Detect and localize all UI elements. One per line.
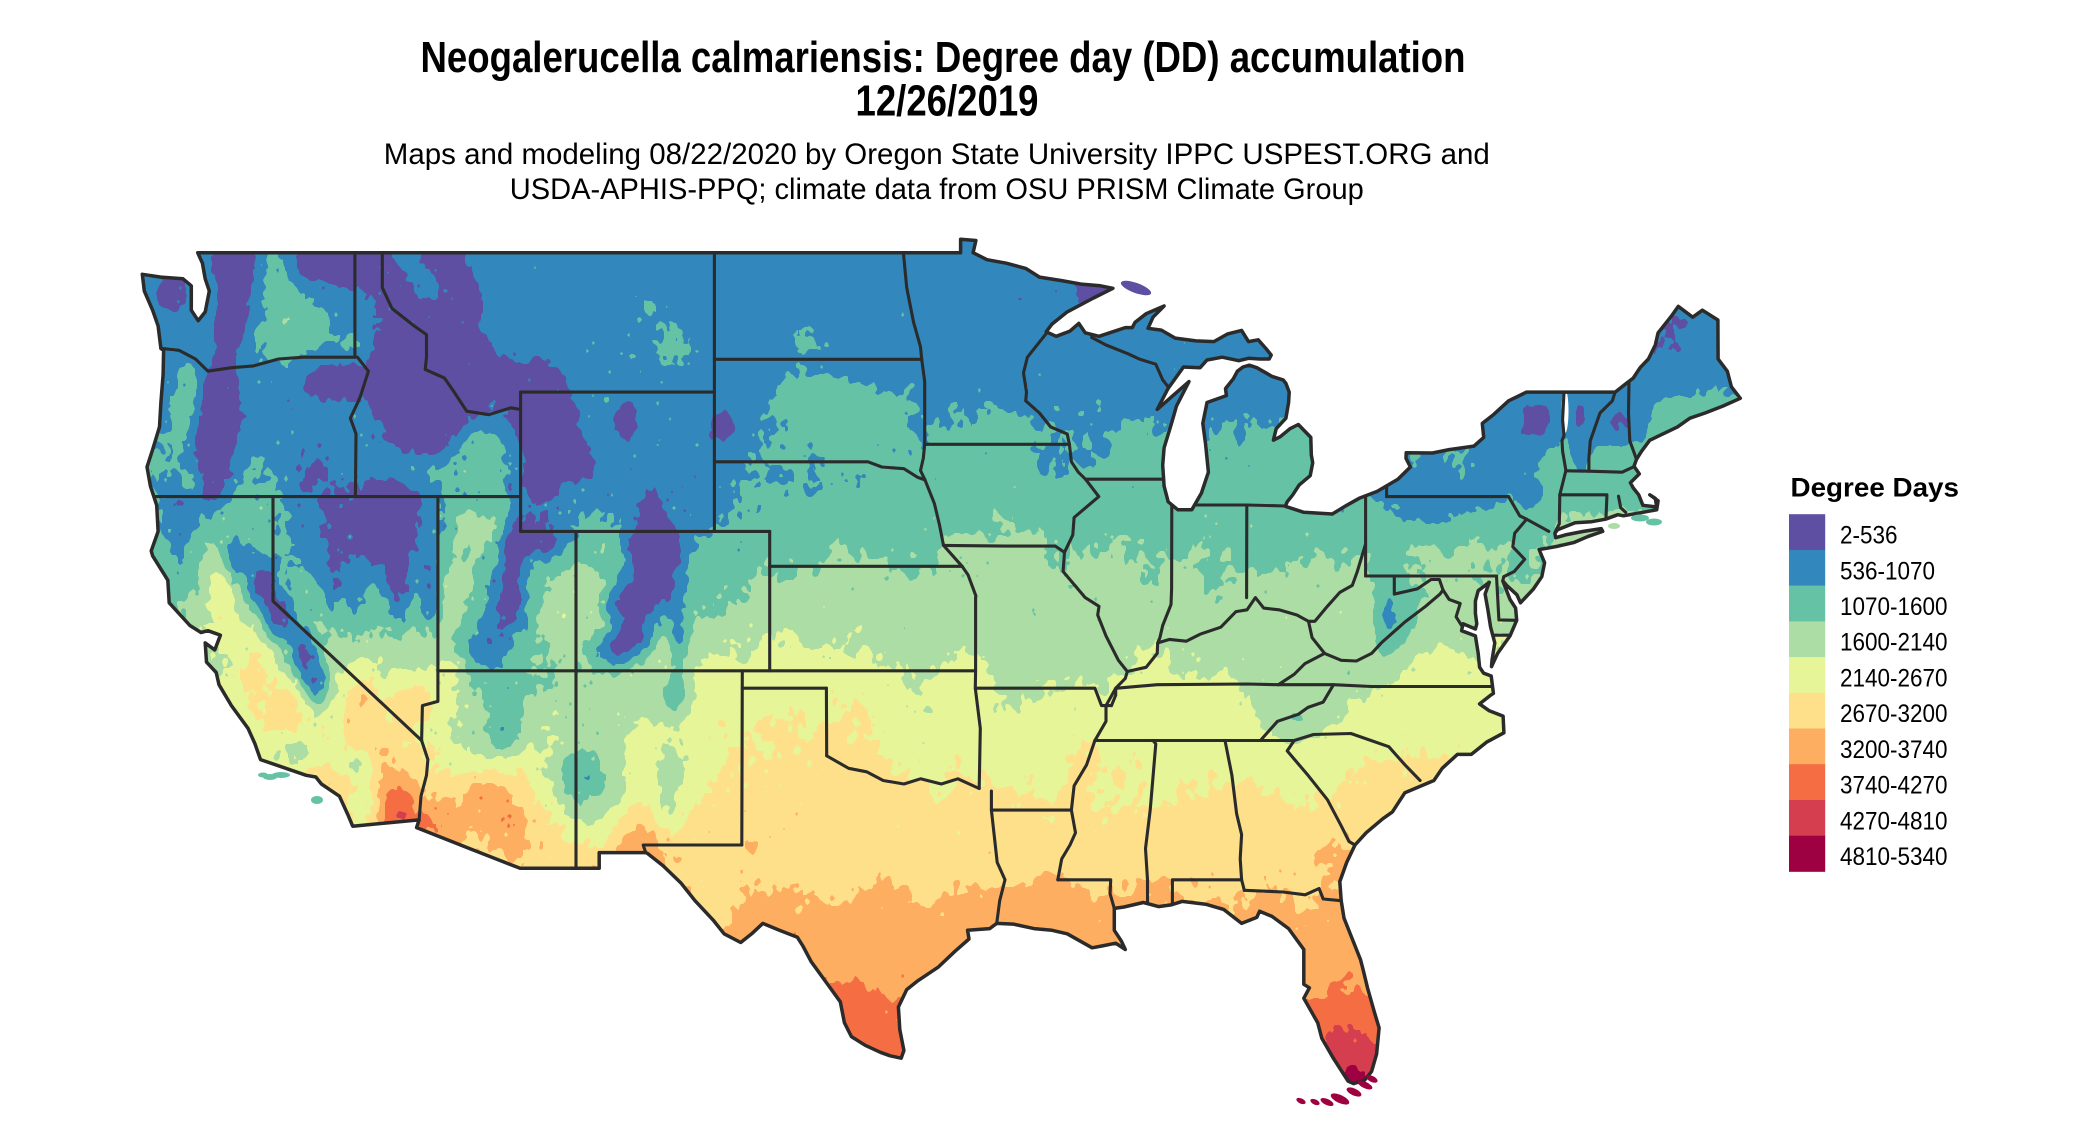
svg-text:536-1070: 536-1070 bbox=[1840, 557, 1935, 585]
svg-text:2-536: 2-536 bbox=[1840, 522, 1898, 550]
svg-text:2670-3200: 2670-3200 bbox=[1840, 700, 1948, 728]
svg-text:Maps and modeling 08/22/2020 b: Maps and modeling 08/22/2020 by Oregon S… bbox=[384, 138, 1490, 171]
svg-text:3200-3740: 3200-3740 bbox=[1840, 736, 1948, 764]
svg-text:USDA-APHIS-PPQ; climate data f: USDA-APHIS-PPQ; climate data from OSU PR… bbox=[510, 173, 1364, 206]
svg-text:4270-4810: 4270-4810 bbox=[1840, 807, 1948, 835]
svg-text:12/26/2019: 12/26/2019 bbox=[856, 77, 1039, 126]
svg-text:1070-1600: 1070-1600 bbox=[1840, 593, 1948, 621]
svg-text:3740-4270: 3740-4270 bbox=[1840, 772, 1948, 800]
svg-text:Degree Days: Degree Days bbox=[1791, 473, 1960, 503]
svg-text:Neogalerucella calmariensis: D: Neogalerucella calmariensis: Degree day … bbox=[421, 33, 1466, 82]
svg-text:1600-2140: 1600-2140 bbox=[1840, 629, 1948, 657]
svg-text:2140-2670: 2140-2670 bbox=[1840, 664, 1948, 692]
svg-text:4810-5340: 4810-5340 bbox=[1840, 843, 1948, 871]
